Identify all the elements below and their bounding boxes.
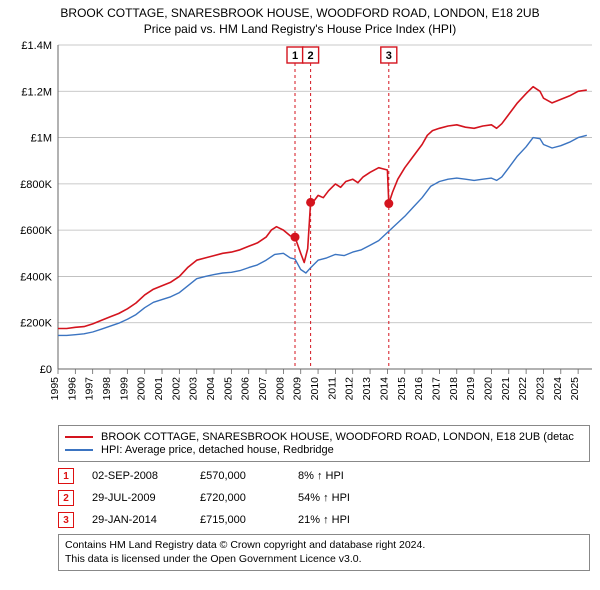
svg-text:1999: 1999 <box>118 377 130 401</box>
svg-text:2008: 2008 <box>274 377 286 401</box>
line-chart-svg: £0 £200K £400K £600K £800K £1M £1.2M £1.4M 1995 1… <box>0 39 600 419</box>
svg-text:1997: 1997 <box>84 377 96 401</box>
svg-text:2011: 2011 <box>326 377 338 400</box>
footer-line-1: Contains HM Land Registry data © Crown c… <box>65 539 583 553</box>
chart-container: BROOK COTTAGE, SNARESBROOK HOUSE, WOODFO… <box>0 0 600 590</box>
svg-text:2023: 2023 <box>534 377 546 401</box>
svg-text:2009: 2009 <box>292 377 304 401</box>
svg-text:2004: 2004 <box>205 377 217 401</box>
svg-text:2007: 2007 <box>257 377 269 401</box>
svg-text:£1.2M: £1.2M <box>21 86 52 98</box>
svg-text:2014: 2014 <box>378 377 390 401</box>
event-row: 2 29-JUL-2009 £720,000 54% ↑ HPI <box>58 490 590 506</box>
event-marker-box: 2 <box>58 490 74 506</box>
svg-text:2001: 2001 <box>153 377 165 401</box>
chart-area: £0 £200K £400K £600K £800K £1M £1.2M £1.4M 1995 1… <box>0 39 600 419</box>
event-price: £720,000 <box>200 492 280 504</box>
svg-text:2022: 2022 <box>517 377 529 401</box>
event-price: £715,000 <box>200 514 280 526</box>
legend-item: HPI: Average price, detached house, Redb… <box>65 444 583 456</box>
svg-text:2006: 2006 <box>240 377 252 401</box>
svg-text:£800K: £800K <box>20 179 52 191</box>
svg-text:1998: 1998 <box>101 377 113 401</box>
event-row: 3 29-JAN-2014 £715,000 21% ↑ HPI <box>58 512 590 528</box>
legend-swatch <box>65 436 93 438</box>
svg-text:2021: 2021 <box>500 377 512 401</box>
svg-text:2012: 2012 <box>344 377 356 401</box>
legend-item: BROOK COTTAGE, SNARESBROOK HOUSE, WOODFO… <box>65 431 583 443</box>
svg-text:£1.4M: £1.4M <box>21 40 52 52</box>
svg-text:£600K: £600K <box>20 225 52 237</box>
event-pct: 8% ↑ HPI <box>298 470 388 482</box>
svg-text:2018: 2018 <box>448 377 460 401</box>
svg-text:2015: 2015 <box>396 377 408 401</box>
chart-title: BROOK COTTAGE, SNARESBROOK HOUSE, WOODFO… <box>8 6 592 22</box>
event-row: 1 02-SEP-2008 £570,000 8% ↑ HPI <box>58 468 590 484</box>
svg-text:1: 1 <box>292 50 298 62</box>
legend-label: HPI: Average price, detached house, Redb… <box>101 444 334 456</box>
event-marker-box: 3 <box>58 512 74 528</box>
svg-text:2000: 2000 <box>136 377 148 401</box>
svg-text:2019: 2019 <box>465 377 477 401</box>
svg-text:2010: 2010 <box>309 377 321 401</box>
svg-text:£0: £0 <box>40 364 52 376</box>
chart-subtitle: Price paid vs. HM Land Registry's House … <box>8 22 592 38</box>
svg-text:£200K: £200K <box>20 318 52 330</box>
svg-text:2003: 2003 <box>188 377 200 401</box>
svg-text:£1M: £1M <box>31 133 52 145</box>
svg-text:2016: 2016 <box>413 377 425 401</box>
svg-text:2: 2 <box>308 50 314 62</box>
event-marker-box: 1 <box>58 468 74 484</box>
footer-attribution: Contains HM Land Registry data © Crown c… <box>58 534 590 571</box>
event-price: £570,000 <box>200 470 280 482</box>
svg-text:2013: 2013 <box>361 377 373 401</box>
svg-text:3: 3 <box>386 50 392 62</box>
svg-text:2020: 2020 <box>482 377 494 401</box>
svg-text:2002: 2002 <box>170 377 182 401</box>
footer-line-2: This data is licensed under the Open Gov… <box>65 553 583 567</box>
svg-text:2025: 2025 <box>569 377 581 401</box>
svg-text:£400K: £400K <box>20 272 52 284</box>
svg-text:1995: 1995 <box>49 377 61 401</box>
title-block: BROOK COTTAGE, SNARESBROOK HOUSE, WOODFO… <box>0 0 600 39</box>
svg-text:2005: 2005 <box>222 377 234 401</box>
legend-box: BROOK COTTAGE, SNARESBROOK HOUSE, WOODFO… <box>58 425 590 462</box>
svg-text:2024: 2024 <box>552 377 564 401</box>
events-table: 1 02-SEP-2008 £570,000 8% ↑ HPI 2 29-JUL-2009… <box>58 468 590 528</box>
event-date: 29-JUL-2009 <box>92 492 182 504</box>
event-date: 02-SEP-2008 <box>92 470 182 482</box>
svg-text:1996: 1996 <box>66 377 78 401</box>
event-date: 29-JAN-2014 <box>92 514 182 526</box>
legend-swatch <box>65 449 93 451</box>
svg-text:2017: 2017 <box>430 377 442 401</box>
event-pct: 54% ↑ HPI <box>298 492 388 504</box>
legend-label: BROOK COTTAGE, SNARESBROOK HOUSE, WOODFO… <box>101 431 574 443</box>
event-pct: 21% ↑ HPI <box>298 514 388 526</box>
